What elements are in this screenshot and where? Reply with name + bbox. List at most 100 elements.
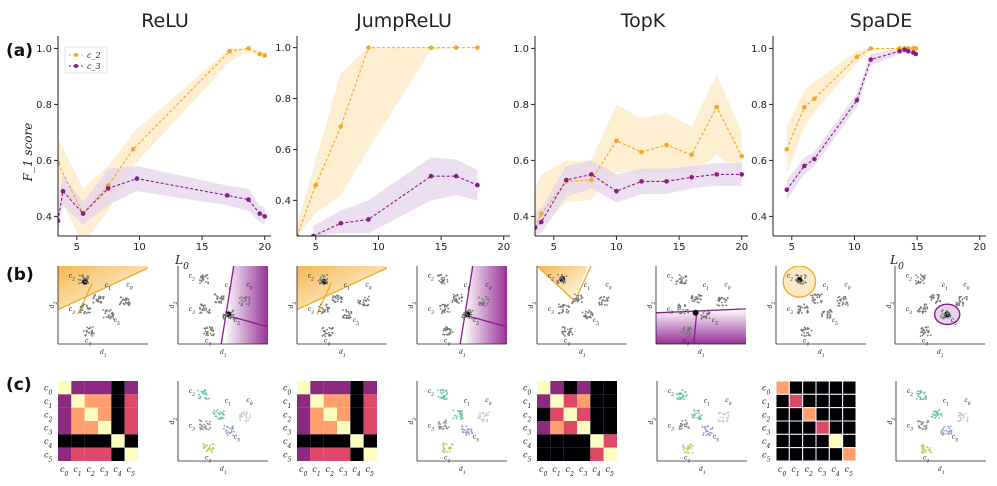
data-point <box>334 296 336 298</box>
data-point <box>829 316 832 318</box>
heatmap-cell <box>788 380 804 395</box>
cluster-label-c5: c5 <box>593 317 599 327</box>
y-axis-label: d2 <box>49 302 59 309</box>
x-axis-label: d1 <box>339 349 346 359</box>
data-point <box>941 312 944 315</box>
data-point <box>680 276 683 278</box>
data-point <box>700 314 703 317</box>
data-point <box>941 316 944 319</box>
data-point <box>203 307 205 309</box>
data-point <box>240 296 243 299</box>
data-point <box>684 395 687 398</box>
data-point <box>957 419 960 422</box>
data-point <box>478 412 481 415</box>
row-label-c5: c5 <box>762 450 770 463</box>
point-c3 <box>664 179 669 184</box>
data-point <box>222 410 225 412</box>
data-point <box>950 432 953 435</box>
point-c3 <box>913 51 919 57</box>
data-point <box>820 312 823 315</box>
data-point <box>204 304 206 307</box>
data-point <box>219 411 222 414</box>
data-point <box>698 409 700 412</box>
data-point <box>92 297 95 300</box>
data-point <box>82 304 85 307</box>
cluster-label-c3: c3 <box>189 422 195 432</box>
data-point <box>724 301 726 303</box>
heatmap-cell <box>815 407 830 422</box>
data-point <box>837 302 840 305</box>
data-point <box>680 281 683 284</box>
data-point <box>924 326 927 329</box>
data-point <box>924 274 926 277</box>
data-point <box>940 412 943 415</box>
data-point <box>238 413 241 416</box>
point-c2 <box>664 142 669 148</box>
cluster-label-c3: c3 <box>548 306 554 316</box>
data-point <box>930 451 933 454</box>
data-point <box>573 293 576 296</box>
data-point <box>805 305 808 308</box>
data-point <box>846 304 849 307</box>
data-point <box>923 397 925 400</box>
data-point <box>222 417 225 420</box>
cluster-label-c3: c3 <box>308 306 314 316</box>
data-point <box>82 329 85 332</box>
data-point <box>453 298 456 300</box>
data-point <box>938 408 941 411</box>
scatter-area <box>437 388 490 454</box>
col-label-c5: c5 <box>127 465 135 478</box>
data-point <box>486 420 489 423</box>
data-point <box>700 414 703 417</box>
data-point <box>936 300 939 303</box>
heatmap-cell <box>815 447 830 462</box>
data-point <box>797 305 800 308</box>
data-point <box>919 282 922 284</box>
data-point <box>443 333 446 336</box>
data-point <box>243 411 246 414</box>
data-point <box>337 294 340 297</box>
cluster-label-c1: c1 <box>105 282 111 292</box>
data-point <box>203 332 206 335</box>
data-point <box>702 315 705 318</box>
data-point <box>206 277 209 280</box>
data-point <box>947 425 950 428</box>
data-point <box>206 331 209 334</box>
data-point <box>440 396 443 399</box>
data-point <box>441 393 443 395</box>
heatmap-cell <box>350 381 364 395</box>
y-tick-label: 0.6 <box>36 156 52 167</box>
data-point <box>932 410 935 413</box>
heatmap-cell <box>537 421 551 435</box>
heatmap-cell <box>577 447 591 461</box>
data-point <box>209 332 212 335</box>
data-point <box>921 423 924 425</box>
data-point <box>561 308 564 311</box>
y-axis-label: d2 <box>528 302 538 309</box>
point-c3 <box>310 233 316 236</box>
heatmap-cell <box>590 407 604 421</box>
cluster-label-c0: c0 <box>485 397 491 407</box>
data-point <box>87 275 89 277</box>
data-point <box>691 414 694 416</box>
x-axis-label: d1 <box>220 349 227 359</box>
data-point <box>930 415 933 418</box>
data-point <box>678 311 681 314</box>
data-point <box>83 276 85 279</box>
data-point <box>336 296 339 299</box>
data-point <box>947 433 950 435</box>
data-point <box>322 326 325 329</box>
data-point <box>217 412 220 415</box>
data-point <box>204 444 207 447</box>
data-point <box>812 301 815 304</box>
heatmap-cell <box>363 381 377 395</box>
heatmap-cell <box>98 421 112 435</box>
data-point <box>675 282 678 285</box>
data-point <box>465 313 468 316</box>
data-point <box>566 305 569 308</box>
data-point <box>688 328 691 331</box>
data-point <box>446 391 449 394</box>
heatmap-cell <box>124 394 138 408</box>
x-tick-label: 20 <box>497 242 510 253</box>
data-point <box>934 416 937 419</box>
